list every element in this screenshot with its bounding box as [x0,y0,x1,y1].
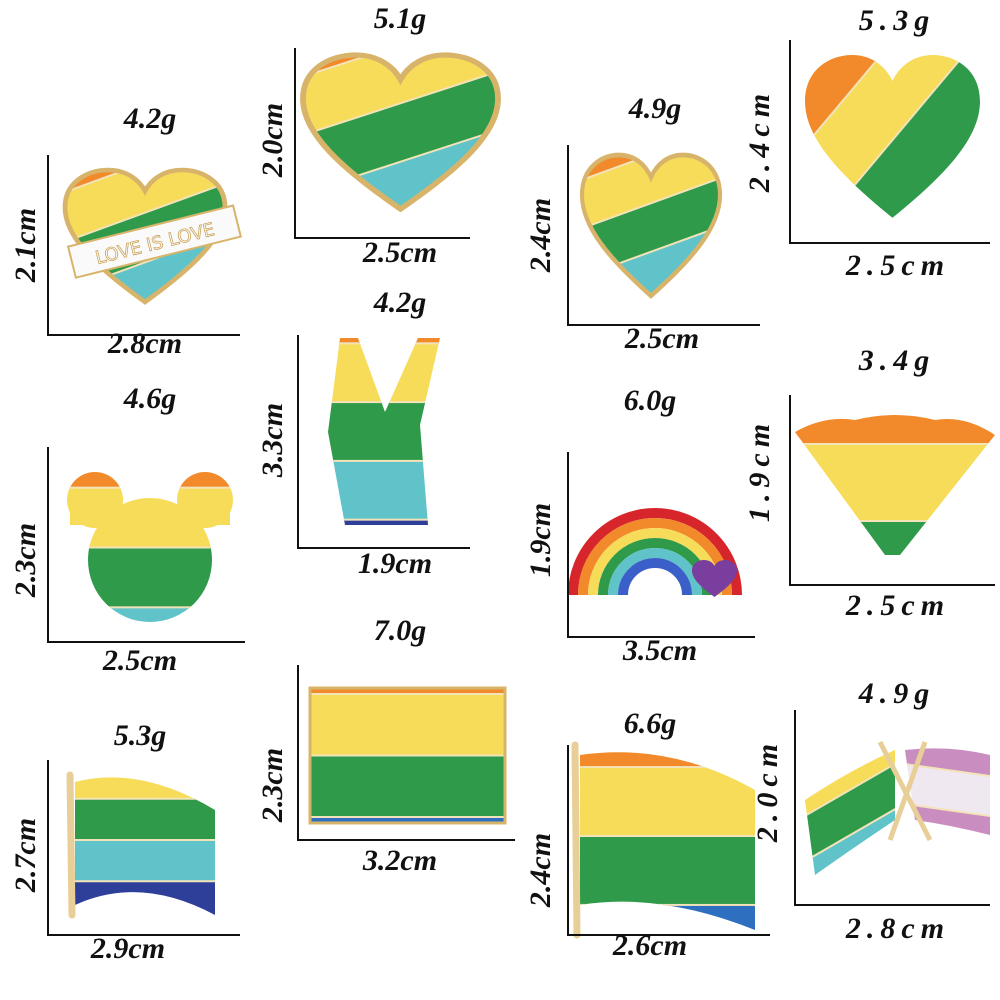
stripe [67,546,233,610]
pin [193,688,622,942]
stripes [675,290,1000,555]
height-label: 3.3cm [256,403,289,478]
stripe [65,285,225,302]
stripe [75,880,215,915]
banner-ribbon [66,204,243,279]
stripe [310,816,505,823]
weight-label: 4.9g [628,92,682,125]
flag-pole [66,771,76,919]
pin [675,290,1000,555]
weight-label: 7.0g [374,614,427,647]
stripe [75,839,215,884]
height-label: 1.9cm [524,503,557,577]
width-label: 2.5cm [845,589,950,622]
weight-label: 6.6g [624,707,677,740]
stripe [67,486,233,550]
measure-axis [297,335,470,549]
height-label: 2.3cm [256,748,289,823]
height-label: 2.0cm [751,738,784,843]
stripes [582,155,720,296]
width-label: 2.8cm [845,912,950,945]
stripe [303,91,498,209]
measure-axis [47,760,240,936]
stripe [582,279,720,296]
width-label: 2.8cm [107,327,182,360]
stripe [328,342,440,405]
weight-label: 4.2g [123,102,177,135]
width-label: 2.6cm [612,929,687,962]
height-label: 2.1cm [9,208,42,283]
measure-axis [294,48,470,239]
measure-axis [789,40,990,244]
height-label: 2.7cm [9,818,42,893]
stripes [193,688,622,942]
flag-pole [887,741,928,841]
weight-label: 6.0g [624,384,677,417]
width-label: 3.2cm [362,844,437,877]
stripe [795,415,995,446]
stripe [328,518,440,525]
measure-axis [567,145,760,326]
stripe [675,290,1000,368]
height-label: 2.4cm [524,833,557,908]
width-label: 2.5cm [362,236,437,269]
measure-axis [789,395,995,586]
measure-axis [297,665,515,841]
measure-axis [47,447,245,643]
height-label: 1.9cm [743,418,776,522]
measure-axis [567,452,755,638]
stripe [905,834,990,835]
measure-axis [794,710,990,906]
width-label: 2.5cm [845,249,950,282]
width-label: 1.9cm [358,547,432,580]
weight-label: 4.2g [373,286,427,319]
height-label: 2.0cm [256,103,289,178]
stripes [303,55,498,209]
measure-axis [47,155,240,336]
measure-axis [567,745,770,936]
weight-label: 4.6g [123,382,177,415]
weight-label: 5.3g [114,719,167,752]
stripe [0,675,305,717]
width-label: 2.5cm [624,322,699,355]
rainbow-arc [608,548,702,596]
pin-outline [308,686,507,825]
stripe [795,443,995,523]
width-label: 2.9cm [90,932,165,965]
weight-label: 4.9g [858,677,936,710]
pin [303,55,498,209]
width-label: 3.5cm [622,634,697,667]
stripe [467,974,868,1000]
stripe [310,693,505,758]
height-label: 2.4cm [743,88,776,193]
pin [582,155,720,296]
rainbow-arc [568,508,742,596]
stripe [193,879,622,942]
stripe [0,964,305,1000]
measurements: 4.2g 2.1cm 2.8cm 5.1g 2.0cm 2.5cm 4.9g 2.4cm 2.5… [9,2,995,965]
width-label: 2.5cm [102,644,177,677]
weight-label: 5.3g [859,4,936,37]
weight-label: 3.4g [858,344,936,377]
weight-label: 5.1g [374,2,427,35]
rainbow-arc [618,558,692,596]
height-label: 2.4cm [524,198,557,273]
height-label: 2.3cm [9,523,42,598]
flag-pole [571,741,581,939]
